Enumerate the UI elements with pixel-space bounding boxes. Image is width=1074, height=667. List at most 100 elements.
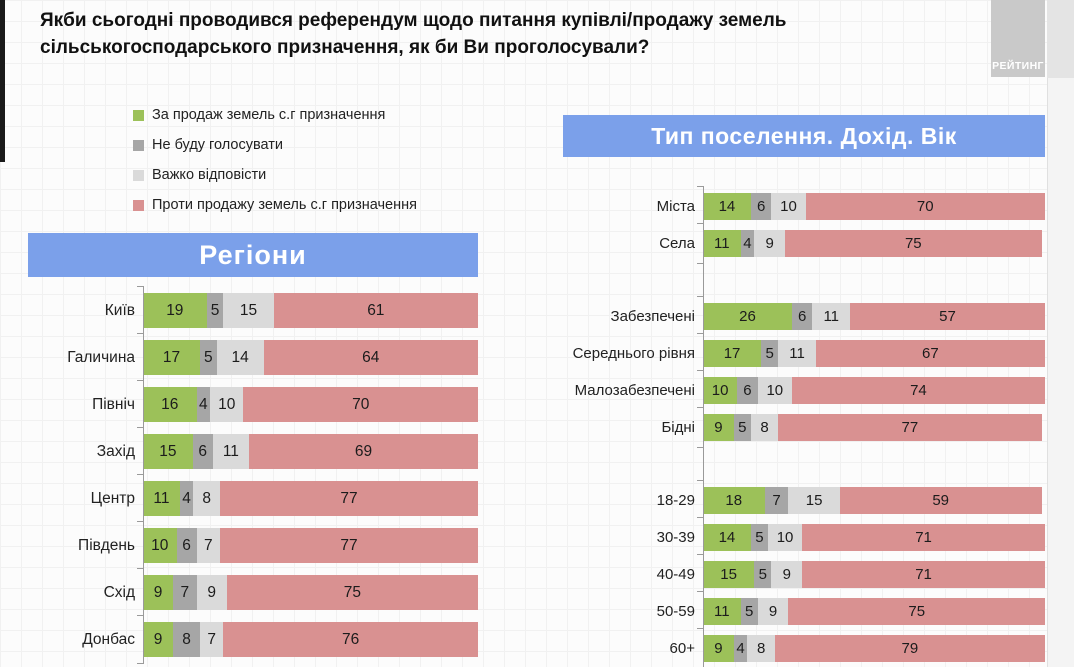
bar-segment-hard_to_say: 11 [778, 340, 816, 367]
bar-segment-hard_to_say: 7 [199, 622, 224, 657]
bar-row: Центр 11 4 8 77 [28, 474, 478, 516]
stacked-bar: 10 6 10 74 [697, 370, 1045, 404]
stacked-bar: 17 5 14 64 [137, 333, 478, 375]
bar-segment-against: 74 [791, 377, 1045, 404]
bar-segment-against: 71 [802, 561, 1045, 588]
bar-segment-for: 17 [703, 340, 762, 367]
bar-segment-wont_vote: 6 [791, 303, 813, 330]
bar-segment-hard_to_say: 10 [209, 387, 244, 422]
bar-row: 40-49 15 5 9 71 [563, 554, 1045, 588]
category-label: Малозабезпечені [574, 382, 695, 399]
stacked-bar: 10 6 7 77 [137, 521, 478, 563]
legend-label: Не буду голосувати [152, 137, 283, 153]
bar-segment-for: 15 [703, 561, 755, 588]
regions-chart: Київ 19 5 15 61 Галичина 17 5 14 64 Північ 16 4 10 70 З… [28, 286, 478, 664]
right-margin-band-top [1047, 0, 1074, 78]
bar-segment-hard_to_say: 7 [196, 528, 221, 563]
bar-segment-wont_vote: 5 [740, 598, 758, 625]
rating-logo-text: РЕЙТИНГ [992, 60, 1044, 72]
bar-group: Київ 19 5 15 61 Галичина 17 5 14 64 Північ 16 4 10 70 З… [28, 286, 478, 664]
legend-label: Важко відповісти [152, 167, 267, 183]
stacked-bar: 9 8 7 76 [137, 615, 478, 664]
bar-group: 18-29 18 7 15 59 30-39 14 5 10 71 40-49 15 5 9 71 50-59… [563, 480, 1045, 662]
bar-segment-for: 9 [143, 575, 174, 610]
bar-row: Малозабезпечені 10 6 10 74 [563, 370, 1045, 404]
bar-segment-against: 70 [243, 387, 478, 422]
bar-segment-wont_vote: 8 [173, 622, 200, 657]
category-label: Київ [104, 301, 135, 319]
bar-segment-against: 70 [805, 193, 1045, 220]
bar-segment-against: 71 [802, 524, 1045, 551]
legend-swatch-hard_to_say [133, 169, 144, 181]
bar-segment-against: 77 [220, 481, 478, 516]
bar-segment-for: 14 [703, 193, 751, 220]
bar-row: Галичина 17 5 14 64 [28, 333, 478, 375]
bar-segment-against: 75 [226, 575, 478, 610]
stacked-bar: 11 4 9 75 [697, 223, 1045, 264]
category-label: Середнього рівня [572, 345, 695, 362]
bar-row: Забезпечені 26 6 11 57 [563, 296, 1045, 330]
bar-segment-for: 11 [703, 598, 741, 625]
bar-segment-wont_vote: 5 [754, 561, 772, 588]
stacked-bar: 9 4 8 79 [697, 628, 1045, 662]
bar-segment-for: 10 [703, 377, 738, 404]
rating-logo: РЕЙТИНГ [991, 0, 1045, 77]
category-label: Південь [78, 536, 135, 554]
category-label: 18-29 [656, 492, 695, 509]
bar-segment-hard_to_say: 11 [212, 434, 250, 469]
bar-segment-against: 61 [273, 293, 478, 328]
bar-segment-for: 9 [703, 414, 734, 441]
bar-segment-wont_vote: 4 [733, 635, 748, 662]
bar-segment-wont_vote: 7 [173, 575, 197, 610]
page-title: Якби сьогодні проводився референдум щодо… [40, 10, 787, 58]
legend-item: Важко відповісти [133, 167, 417, 183]
category-label: Донбас [82, 630, 135, 648]
stacked-bar: 9 5 8 77 [697, 407, 1045, 448]
legend-item: Проти продажу земель с.г призначення [133, 197, 417, 213]
bar-row: 30-39 14 5 10 71 [563, 517, 1045, 551]
bar-segment-for: 26 [703, 303, 792, 330]
stacked-bar: 18 7 15 59 [697, 480, 1045, 514]
bar-segment-for: 9 [143, 622, 174, 657]
settlement-income-age-header: Тип поселення. Дохід. Вік [563, 115, 1045, 157]
bar-segment-hard_to_say: 9 [757, 598, 789, 625]
stacked-bar: 16 4 10 70 [137, 380, 478, 422]
category-label: 30-39 [656, 529, 695, 546]
bar-segment-hard_to_say: 8 [750, 414, 779, 441]
bar-segment-for: 9 [703, 635, 734, 662]
bar-segment-hard_to_say: 9 [754, 230, 786, 257]
category-axis [703, 186, 704, 667]
bar-segment-hard_to_say: 15 [223, 293, 274, 328]
category-label: Центр [90, 489, 135, 507]
bar-segment-wont_vote: 5 [733, 414, 751, 441]
bar-segment-wont_vote: 6 [750, 193, 772, 220]
right-margin-band [1047, 0, 1074, 667]
bar-row: Схід 9 7 9 75 [28, 568, 478, 610]
category-label: Забезпечені [610, 308, 695, 325]
bar-segment-wont_vote: 4 [196, 387, 210, 422]
category-axis [143, 286, 144, 664]
bar-segment-wont_vote: 6 [737, 377, 758, 404]
legend-label: За продаж земель с.г призначення [152, 107, 386, 123]
bar-row: Київ 19 5 15 61 [28, 286, 478, 328]
category-label: Захід [96, 442, 135, 460]
bar-segment-wont_vote: 5 [761, 340, 779, 367]
bar-segment-wont_vote: 4 [179, 481, 194, 516]
bar-segment-hard_to_say: 8 [193, 481, 221, 516]
bar-segment-against: 75 [788, 598, 1045, 625]
bar-segment-wont_vote: 6 [192, 434, 213, 469]
bar-segment-wont_vote: 5 [750, 524, 768, 551]
bar-segment-for: 14 [703, 524, 751, 551]
category-label: 50-59 [656, 603, 695, 620]
settlement-income-age-chart: Міста 14 6 10 70 Села 11 4 9 75 Забезпечені 26 6 11 57… [563, 186, 1045, 667]
bar-segment-against: 67 [815, 340, 1045, 367]
legend-item: За продаж земель с.г призначення [133, 107, 417, 123]
bar-row: Бідні 9 5 8 77 [563, 407, 1045, 448]
category-label: Галичина [67, 348, 135, 366]
bar-row: Міста 14 6 10 70 [563, 186, 1045, 220]
bar-segment-hard_to_say: 8 [747, 635, 775, 662]
bar-segment-wont_vote: 5 [199, 340, 217, 375]
category-label: Бідні [661, 419, 695, 436]
bar-segment-for: 19 [143, 293, 207, 328]
